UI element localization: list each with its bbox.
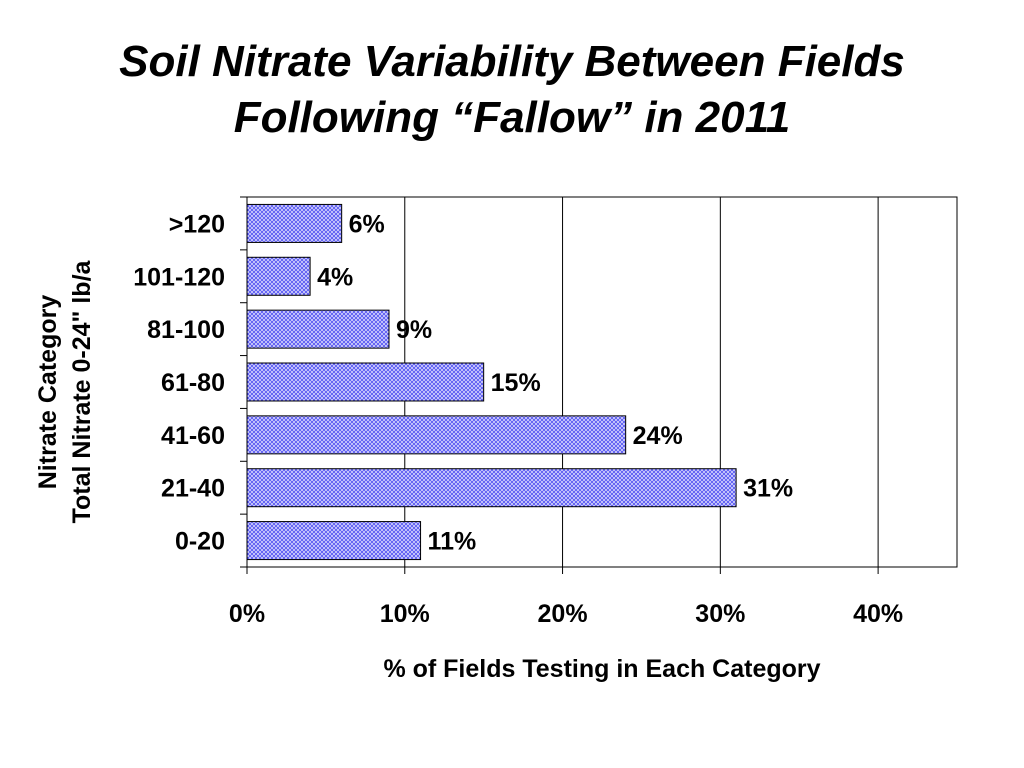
category-label-0-20: 0-20 xyxy=(175,528,225,556)
x-axis-label: % of Fields Testing in Each Category xyxy=(383,655,820,683)
data-label-61-80: 15% xyxy=(491,369,541,397)
labels: 11% 0-20 31% 21-40 24% 41-60 15% 61-80 9% 81-100 4… xyxy=(34,210,903,683)
data-label-0-20: 11% xyxy=(428,528,477,556)
plot-area-border xyxy=(246,196,958,568)
bar-21-40 xyxy=(246,468,737,508)
bar-0-20 xyxy=(246,521,422,561)
x-tick-label-1: 10% xyxy=(380,600,430,628)
bar-41-60 xyxy=(246,415,627,455)
data-label-21-40: 31% xyxy=(743,475,793,503)
category-label-41-60: 41-60 xyxy=(161,422,225,450)
x-tick-label-0: 0% xyxy=(229,600,265,628)
bars xyxy=(246,203,737,561)
bar-101-120 xyxy=(246,256,311,296)
title-line-2: Following “Fallow” in 2011 xyxy=(233,93,791,142)
data-label-101-120: 4% xyxy=(317,263,353,291)
category-label-61-80: 61-80 xyxy=(161,369,225,397)
bar->120 xyxy=(246,203,343,243)
x-tick-label-2: 20% xyxy=(538,600,588,628)
chart-title: Soil Nitrate Variability Between Fields … xyxy=(0,34,1024,146)
bar-81-100 xyxy=(246,309,390,349)
y-axis-label-line-2: Total Nitrate 0-24" lb/a xyxy=(68,259,96,523)
data-label-81-100: 9% xyxy=(396,316,432,344)
title-line-1: Soil Nitrate Variability Between Fields xyxy=(119,37,905,86)
bar-61-80 xyxy=(246,362,485,402)
category-label-81-100: 81-100 xyxy=(147,316,225,344)
data-label->120: 6% xyxy=(349,210,385,238)
data-label-41-60: 24% xyxy=(633,422,683,450)
plot-frame xyxy=(240,196,958,574)
x-tick-label-4: 40% xyxy=(853,600,903,628)
category-label-101-120: 101-120 xyxy=(133,263,225,291)
category-label-21-40: 21-40 xyxy=(161,475,225,503)
y-axis-label-line-1: Nitrate Category xyxy=(34,295,62,490)
category-label->120: >120 xyxy=(169,210,225,238)
x-tick-label-3: 30% xyxy=(695,600,745,628)
